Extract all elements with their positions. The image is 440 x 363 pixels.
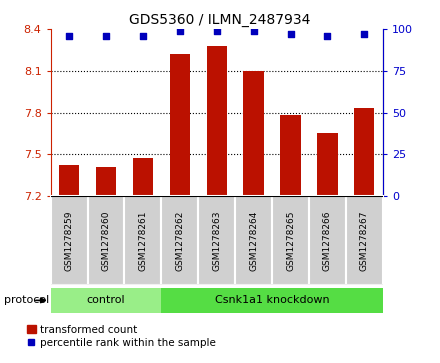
Point: [139, 33, 147, 38]
Point: [176, 28, 183, 34]
Bar: [51, 288, 161, 313]
Bar: [96, 167, 116, 196]
Text: GSM1278265: GSM1278265: [286, 210, 295, 271]
Text: GSM1278264: GSM1278264: [249, 210, 258, 271]
Bar: [272, 196, 309, 285]
Bar: [280, 115, 301, 196]
Point: [324, 33, 331, 38]
Bar: [346, 196, 383, 285]
Bar: [133, 159, 153, 196]
Bar: [235, 196, 272, 285]
Bar: [59, 166, 79, 196]
Text: GSM1278260: GSM1278260: [102, 210, 110, 271]
Point: [103, 33, 110, 38]
Bar: [125, 196, 161, 285]
Text: control: control: [87, 295, 125, 305]
Bar: [51, 196, 88, 285]
Bar: [243, 71, 264, 196]
Point: [287, 31, 294, 37]
Bar: [198, 196, 235, 285]
Text: GSM1278263: GSM1278263: [212, 210, 221, 271]
Point: [66, 33, 73, 38]
Bar: [354, 108, 374, 196]
Text: protocol: protocol: [4, 295, 50, 305]
Text: GDS5360 / ILMN_2487934: GDS5360 / ILMN_2487934: [129, 13, 311, 27]
Bar: [161, 196, 198, 285]
Bar: [161, 288, 383, 313]
Point: [213, 28, 220, 34]
Text: GSM1278262: GSM1278262: [175, 210, 184, 271]
Bar: [317, 133, 337, 196]
Text: GSM1278267: GSM1278267: [360, 210, 369, 271]
Bar: [170, 54, 190, 196]
Text: GSM1278261: GSM1278261: [138, 210, 147, 271]
Legend: transformed count, percentile rank within the sample: transformed count, percentile rank withi…: [27, 325, 216, 348]
Point: [250, 28, 257, 34]
Text: Csnk1a1 knockdown: Csnk1a1 knockdown: [215, 295, 330, 305]
Text: GSM1278266: GSM1278266: [323, 210, 332, 271]
Bar: [206, 46, 227, 196]
Text: GSM1278259: GSM1278259: [65, 210, 73, 271]
Bar: [88, 196, 125, 285]
Bar: [309, 196, 346, 285]
Point: [361, 31, 368, 37]
